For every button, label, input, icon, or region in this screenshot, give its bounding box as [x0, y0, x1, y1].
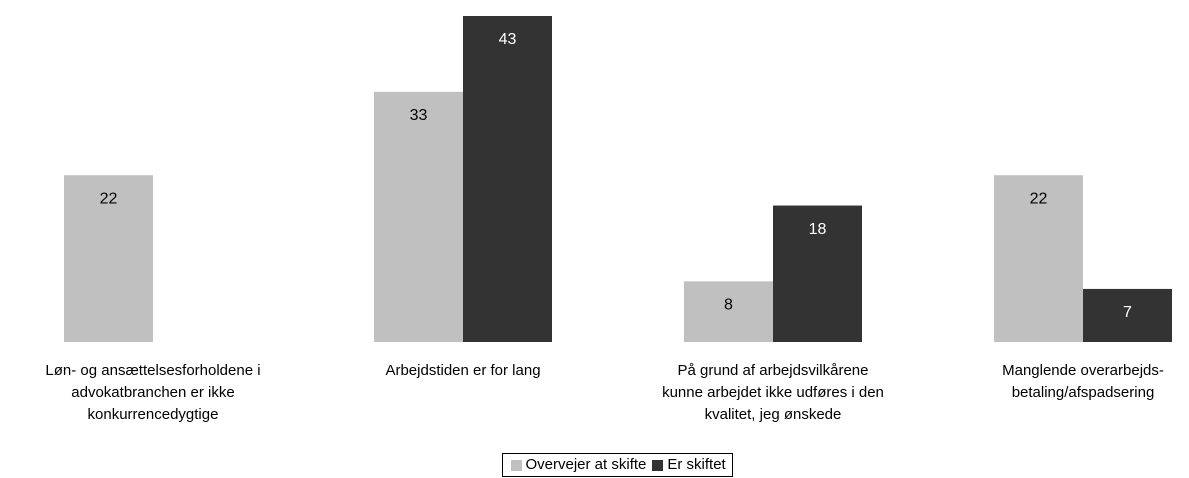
value-label: 43 — [499, 31, 517, 48]
value-label: 18 — [809, 221, 827, 238]
bar — [773, 205, 862, 342]
legend-label: Overvejer at skifte — [525, 456, 647, 473]
legend-label: Er skiftet — [667, 456, 726, 473]
value-label: 22 — [1030, 190, 1048, 207]
value-label: 7 — [1123, 304, 1132, 321]
category-label: Løn- og ansættelsesforholdene i advokatb… — [45, 362, 261, 423]
bar — [374, 91, 463, 342]
bar — [64, 175, 153, 342]
bar — [1083, 288, 1172, 342]
category-label: På grund af arbejdsvilkårene kunne arbej… — [662, 362, 884, 423]
bar — [463, 16, 552, 342]
value-label: 33 — [410, 107, 428, 124]
value-label: 22 — [100, 190, 118, 207]
bar — [684, 281, 773, 342]
legend: Overvejer at skifte Er skiftet — [501, 453, 733, 477]
category-label: Manglende overarbejds- betaling/afspadse… — [1002, 362, 1164, 401]
bar — [994, 175, 1083, 342]
legend-swatch — [510, 459, 522, 471]
category-label: Arbejdstiden er for lang — [385, 362, 541, 379]
value-label: 8 — [724, 297, 733, 314]
legend-swatch — [652, 459, 664, 471]
